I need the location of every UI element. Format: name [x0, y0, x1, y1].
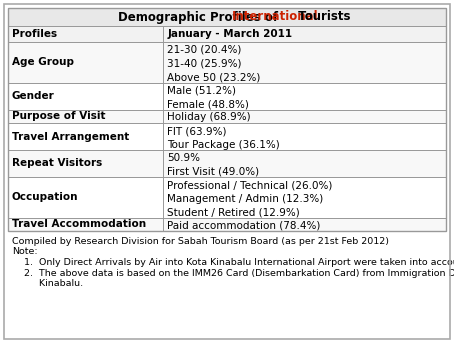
- Text: Note:: Note:: [12, 248, 38, 257]
- Text: Age Group: Age Group: [12, 57, 74, 67]
- Text: Travel Arrangement: Travel Arrangement: [12, 131, 129, 142]
- Bar: [8, 8, 446, 231]
- Text: Demographic Profiles of: Demographic Profiles of: [118, 11, 282, 24]
- Text: 2.  The above data is based on the IMM26 Card (Disembarkation Card) from Immigra: 2. The above data is based on the IMM26 …: [12, 269, 454, 277]
- Text: Travel Accommodation: Travel Accommodation: [12, 219, 146, 229]
- Bar: [8, 150, 446, 177]
- Text: Occupation: Occupation: [12, 192, 79, 202]
- Bar: [8, 83, 446, 109]
- Text: Gender: Gender: [12, 91, 55, 101]
- Text: 50.9%
First Visit (49.0%): 50.9% First Visit (49.0%): [168, 153, 260, 177]
- Text: Male (51.2%)
Female (48.8%): Male (51.2%) Female (48.8%): [168, 85, 249, 109]
- Text: Compiled by Research Division for Sabah Tourism Board (as per 21st Feb 2012): Compiled by Research Division for Sabah …: [12, 237, 389, 246]
- Text: Profiles: Profiles: [12, 29, 57, 39]
- Text: Paid accommodation (78.4%): Paid accommodation (78.4%): [168, 221, 321, 230]
- Text: Purpose of Visit: Purpose of Visit: [12, 111, 105, 121]
- Text: FIT (63.9%)
Tour Package (36.1%): FIT (63.9%) Tour Package (36.1%): [168, 126, 280, 150]
- Bar: [8, 8, 446, 26]
- Text: Tourists: Tourists: [294, 11, 350, 24]
- Bar: [8, 177, 446, 217]
- Bar: [8, 217, 446, 231]
- Bar: [8, 26, 446, 42]
- Text: January - March 2011: January - March 2011: [168, 29, 293, 39]
- Text: International: International: [232, 11, 318, 24]
- Bar: [8, 109, 446, 123]
- Bar: [8, 42, 446, 83]
- Text: Repeat Visitors: Repeat Visitors: [12, 158, 102, 168]
- Text: Professional / Technical (26.0%)
Management / Admin (12.3%)
Student / Retired (1: Professional / Technical (26.0%) Managem…: [168, 180, 333, 217]
- Text: 1.  Only Direct Arrivals by Air into Kota Kinabalu International Airport were ta: 1. Only Direct Arrivals by Air into Kota…: [12, 258, 454, 267]
- Text: Kinabalu.: Kinabalu.: [12, 279, 83, 288]
- Bar: [8, 123, 446, 150]
- Text: 21-30 (20.4%)
31-40 (25.9%)
Above 50 (23.2%): 21-30 (20.4%) 31-40 (25.9%) Above 50 (23…: [168, 45, 261, 82]
- Text: Holiday (68.9%): Holiday (68.9%): [168, 113, 251, 122]
